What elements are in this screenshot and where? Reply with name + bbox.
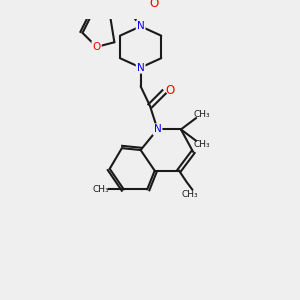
Text: CH₃: CH₃ [193, 110, 210, 119]
Text: O: O [165, 84, 174, 97]
Text: O: O [149, 0, 158, 10]
Text: N: N [154, 124, 161, 134]
Text: CH₃: CH₃ [93, 185, 110, 194]
Text: N: N [137, 21, 145, 31]
Text: CH₃: CH₃ [193, 140, 210, 149]
Text: CH₃: CH₃ [182, 190, 199, 199]
Text: O: O [92, 42, 101, 52]
Text: N: N [137, 63, 145, 73]
